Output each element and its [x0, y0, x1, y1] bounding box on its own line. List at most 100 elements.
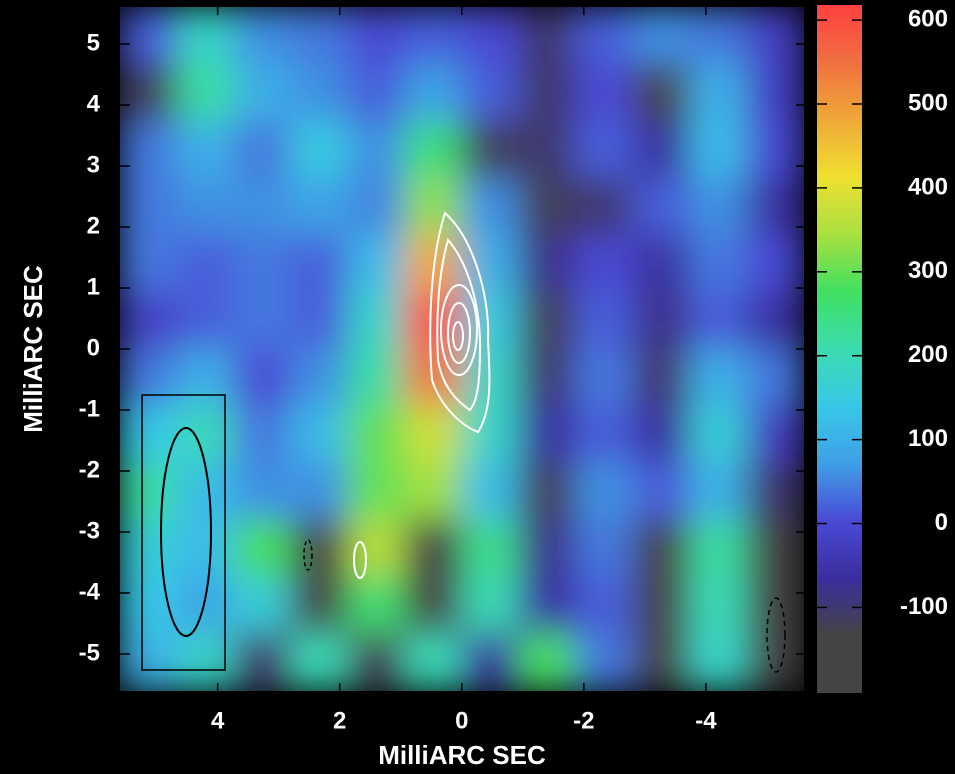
cell	[120, 178, 178, 236]
cell	[176, 63, 235, 122]
cell	[632, 576, 691, 635]
cell	[689, 63, 747, 122]
cell	[575, 291, 633, 350]
cell	[518, 291, 577, 350]
cell	[632, 405, 691, 464]
y-tick-label: -2	[79, 456, 100, 483]
cell	[689, 633, 747, 691]
cell	[461, 291, 520, 350]
cell	[745, 178, 804, 236]
cell	[347, 576, 406, 635]
cell	[745, 291, 804, 350]
y-tick-label: 0	[87, 334, 100, 361]
cell	[632, 120, 691, 179]
cell	[176, 291, 235, 350]
cell	[233, 348, 292, 407]
x-tick-label: 4	[211, 707, 225, 734]
cell	[404, 7, 462, 65]
cell	[745, 576, 804, 635]
cell	[290, 348, 349, 407]
cell	[461, 63, 520, 122]
colorbar-tick-label: 100	[908, 425, 948, 452]
cell	[689, 519, 747, 578]
cell	[745, 519, 804, 578]
colorbar-tick-label: 300	[908, 257, 948, 284]
cell	[404, 63, 462, 122]
cell	[347, 405, 406, 464]
cell	[745, 234, 804, 293]
cell	[745, 405, 804, 464]
cell	[404, 576, 462, 635]
contour	[303, 539, 313, 571]
contour	[440, 284, 478, 376]
cell	[689, 348, 747, 407]
cell	[347, 462, 406, 520]
cell	[404, 178, 462, 236]
cell	[347, 120, 406, 179]
y-tick-label: -3	[79, 517, 100, 544]
y-tick-label: 5	[87, 29, 100, 56]
cell	[518, 178, 577, 236]
cell	[347, 291, 406, 350]
cell	[518, 234, 577, 293]
y-tick-label: -1	[79, 395, 100, 422]
cell	[632, 178, 691, 236]
cell	[233, 234, 292, 293]
cell	[347, 519, 406, 578]
cell	[632, 63, 691, 122]
cell	[233, 576, 292, 635]
cell	[176, 234, 235, 293]
y-tick-label: 1	[87, 273, 100, 300]
cells	[120, 7, 804, 691]
cell	[347, 234, 406, 293]
cell	[176, 178, 235, 236]
y-axis-label: MilliARC SEC	[18, 265, 48, 433]
cell	[575, 63, 633, 122]
beam	[160, 427, 212, 637]
cell	[233, 63, 292, 122]
cell	[404, 120, 462, 179]
contour	[766, 597, 786, 673]
colorbar-tick-label: 400	[908, 173, 948, 200]
cell	[290, 519, 349, 578]
cell	[176, 120, 235, 179]
cell	[461, 120, 520, 179]
cell	[120, 348, 178, 407]
colorbar-tick-label: 0	[935, 509, 948, 536]
cell	[233, 633, 292, 691]
cell	[632, 291, 691, 350]
cell	[575, 633, 633, 691]
y-tick-label: 2	[87, 212, 100, 239]
cell	[120, 291, 178, 350]
x-tick-label: 0	[455, 707, 468, 734]
cell	[461, 348, 520, 407]
contour	[353, 541, 367, 579]
cell	[575, 234, 633, 293]
y-tick-label: -5	[79, 639, 100, 666]
cell	[290, 462, 349, 520]
cell	[575, 120, 633, 179]
cell	[575, 405, 633, 464]
cell	[745, 7, 804, 65]
cell	[120, 234, 178, 293]
cell	[632, 234, 691, 293]
cell	[632, 633, 691, 691]
cell	[632, 462, 691, 520]
cell	[461, 462, 520, 520]
cell	[745, 120, 804, 179]
cell	[632, 519, 691, 578]
cell	[689, 234, 747, 293]
cell	[575, 519, 633, 578]
colorbar-tick-label: 200	[908, 341, 948, 368]
cell	[290, 120, 349, 179]
cell	[120, 405, 178, 464]
x-tick-label: 2	[333, 707, 346, 734]
overlay	[141, 211, 786, 673]
cell	[233, 519, 292, 578]
cell	[347, 63, 406, 122]
contour	[452, 321, 464, 351]
cell	[233, 291, 292, 350]
x-axis-label: MilliARC SEC	[378, 740, 546, 770]
cell	[176, 7, 235, 65]
cell	[290, 405, 349, 464]
